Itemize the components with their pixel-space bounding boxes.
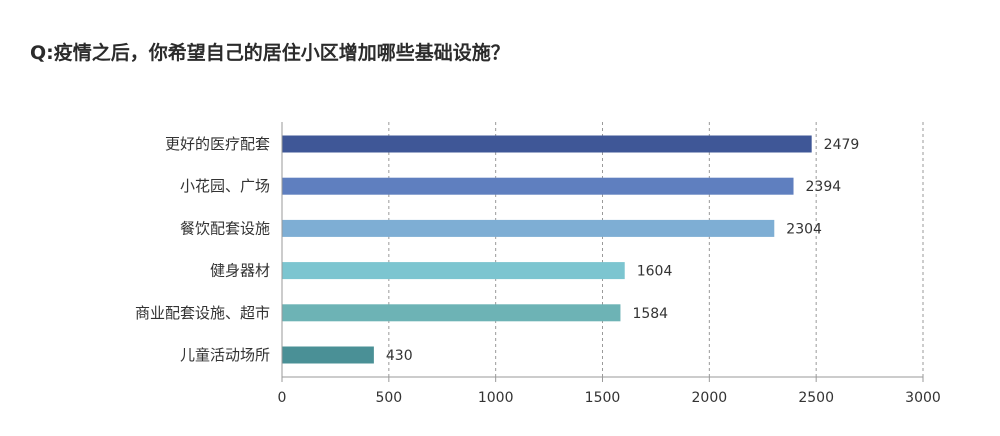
x-tick-label: 1500	[585, 390, 621, 406]
grid-layer	[388, 122, 924, 377]
chart-title: Q:疫情之后，你希望自己的居住小区增加哪些基础设施？	[30, 42, 510, 64]
value-label: 2304	[786, 221, 822, 237]
value-label: 430	[386, 348, 413, 364]
bar	[282, 177, 794, 195]
bar	[282, 304, 621, 322]
value-label: 2394	[806, 179, 842, 195]
value-label: 1604	[637, 264, 673, 280]
bar	[282, 219, 775, 237]
bar	[282, 346, 374, 364]
label-layer: 更好的医疗配套 2479 小花园、广场 2394 餐饮配套设施 2304 健身器材 1604 商…	[135, 135, 859, 364]
category-label: 商业配套设施、超市	[135, 304, 270, 322]
category-label: 更好的医疗配套	[165, 135, 270, 153]
bar-layer	[282, 135, 812, 364]
bar	[282, 135, 812, 153]
x-tick-label: 0	[278, 390, 287, 406]
category-label: 健身器材	[210, 262, 270, 280]
value-label: 1584	[632, 306, 668, 322]
category-label: 小花园、广场	[180, 177, 270, 195]
x-axis: 0 500 1000 1500 2000 2500 3000	[278, 122, 941, 406]
category-label: 餐饮配套设施	[180, 219, 270, 237]
x-tick-label: 2000	[692, 390, 728, 406]
x-tick-label: 2500	[798, 390, 834, 406]
x-tick-label: 1000	[478, 390, 514, 406]
x-tick-label: 3000	[905, 390, 941, 406]
category-label: 儿童活动场所	[180, 346, 270, 364]
x-tick-label: 500	[375, 390, 402, 406]
bar	[282, 262, 625, 280]
value-label: 2479	[824, 137, 860, 153]
